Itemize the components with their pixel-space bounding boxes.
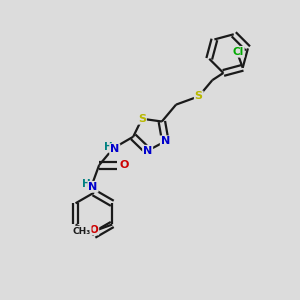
- Text: N: N: [88, 182, 98, 192]
- Text: S: S: [195, 91, 203, 101]
- Text: N: N: [110, 144, 119, 154]
- Text: S: S: [138, 114, 146, 124]
- Text: H: H: [82, 179, 91, 190]
- Text: O: O: [119, 160, 128, 170]
- Text: O: O: [90, 224, 98, 235]
- Text: H: H: [103, 142, 112, 152]
- Text: CH₃: CH₃: [73, 226, 91, 236]
- Text: N: N: [143, 146, 152, 156]
- Text: N: N: [161, 136, 170, 146]
- Text: Cl: Cl: [232, 47, 244, 57]
